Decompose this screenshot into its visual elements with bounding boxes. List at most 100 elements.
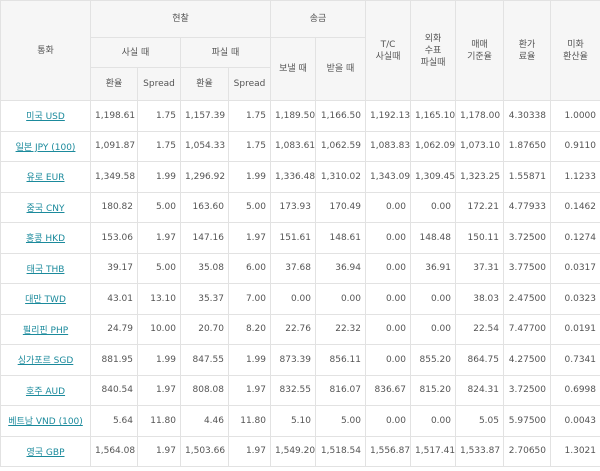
value-cell: 0.00: [365, 222, 411, 254]
value-cell: 0.00: [410, 313, 456, 345]
value-cell: 1,556.87: [365, 435, 411, 467]
currency-link[interactable]: 중국 CNY: [26, 203, 65, 214]
value-cell: 1,083.61: [270, 130, 316, 162]
value-cell: 1,518.54: [315, 435, 366, 467]
value-cell: 0.0043: [550, 405, 600, 437]
value-cell: 0.0323: [550, 283, 600, 315]
value-cell: 39.17: [90, 252, 138, 284]
value-cell: 5.10: [270, 405, 316, 437]
value-cell: 1,062.09: [410, 130, 456, 162]
value-cell: 6.00: [228, 252, 271, 284]
value-cell: 1.97: [137, 374, 181, 406]
value-cell: 163.60: [180, 191, 229, 223]
table-row: 대만 TWD 43.01 13.10 35.37 7.00 0.00 0.00 0.00 0.0…: [0, 283, 600, 315]
currency-link[interactable]: 미국 USD: [26, 112, 65, 123]
currency-link[interactable]: 대만 TWD: [25, 295, 66, 306]
value-cell: 0.00: [365, 283, 411, 315]
value-cell: 0.00: [365, 252, 411, 284]
value-cell: 881.95: [90, 344, 138, 376]
value-cell: 1.0000: [550, 100, 600, 132]
value-cell: 0.00: [410, 405, 456, 437]
currency-cell: 홍콩 HKD: [0, 222, 91, 254]
value-cell: 873.39: [270, 344, 316, 376]
value-cell: 10.00: [137, 313, 181, 345]
value-cell: 864.75: [455, 344, 504, 376]
value-cell: 1,178.00: [455, 100, 504, 132]
currency-link[interactable]: 태국 THB: [26, 264, 65, 275]
table-row: 유로 EUR 1,349.58 1.99 1,296.92 1.99 1,336.48 1,…: [0, 161, 600, 193]
currency-link[interactable]: 홍콩 HKD: [25, 234, 66, 245]
currency-link[interactable]: 호주 AUD: [25, 386, 66, 397]
value-cell: 11.80: [137, 405, 181, 437]
value-cell: 153.06: [90, 222, 138, 254]
value-cell: 815.20: [410, 374, 456, 406]
value-cell: 0.00: [365, 405, 411, 437]
value-cell: 1,349.58: [90, 161, 138, 193]
value-cell: 148.48: [410, 222, 456, 254]
value-cell: 1,083.83: [365, 130, 411, 162]
currency-cell: 영국 GBP: [0, 435, 91, 467]
value-cell: 0.00: [365, 191, 411, 223]
value-cell: 0.1274: [550, 222, 600, 254]
value-cell: 1.99: [137, 161, 181, 193]
value-cell: 5.64: [90, 405, 138, 437]
header-cell: Spread: [228, 67, 271, 101]
currency-link[interactable]: 베트남 VND (100): [8, 417, 83, 428]
value-cell: 22.54: [455, 313, 504, 345]
value-cell: 832.55: [270, 374, 316, 406]
value-cell: 0.1462: [550, 191, 600, 223]
value-cell: 1,091.87: [90, 130, 138, 162]
value-cell: 847.55: [180, 344, 229, 376]
value-cell: 0.00: [315, 283, 366, 315]
value-cell: 3.72500: [503, 222, 551, 254]
value-cell: 5.00: [315, 405, 366, 437]
header-cell: 통화: [0, 0, 91, 101]
value-cell: 1,165.10: [410, 100, 456, 132]
table-body: 미국 USD 1,198.61 1.75 1,157.39 1.75 1,189.50 1,…: [0, 100, 600, 467]
value-cell: 172.21: [455, 191, 504, 223]
value-cell: 808.08: [180, 374, 229, 406]
value-cell: 0.9110: [550, 130, 600, 162]
currency-link[interactable]: 필리핀 PHP: [22, 325, 69, 336]
currency-cell: 미국 USD: [0, 100, 91, 132]
table-row: 중국 CNY 180.82 5.00 163.60 5.00 173.93 170.49 0.…: [0, 191, 600, 223]
value-cell: 1.75: [137, 100, 181, 132]
header-cell: 외화 수표 파실때: [410, 0, 456, 101]
value-cell: 8.20: [228, 313, 271, 345]
table-header: 통화 현찰 송금 T/C 사실때 외화 수표 파실때 매매 기준율 환가 료율 …: [0, 0, 600, 101]
value-cell: 3.72500: [503, 374, 551, 406]
header-cell: 파실 때: [180, 37, 271, 68]
table-row: 호주 AUD 840.54 1.97 808.08 1.97 832.55 816.07 83…: [0, 374, 600, 406]
value-cell: 35.37: [180, 283, 229, 315]
currency-link[interactable]: 영국 GBP: [26, 447, 65, 458]
value-cell: 5.00: [137, 191, 181, 223]
value-cell: 1,517.41: [410, 435, 456, 467]
value-cell: 170.49: [315, 191, 366, 223]
currency-link[interactable]: 싱가포르 SGD: [17, 356, 74, 367]
currency-link[interactable]: 일본 JPY (100): [15, 142, 76, 153]
header-cell: 받을 때: [315, 37, 366, 101]
value-cell: 35.08: [180, 252, 229, 284]
currency-cell: 필리핀 PHP: [0, 313, 91, 345]
value-cell: 1.97: [228, 222, 271, 254]
currency-link[interactable]: 유로 EUR: [26, 173, 65, 184]
value-cell: 1.99: [228, 161, 271, 193]
value-cell: 1,073.10: [455, 130, 504, 162]
header-cell: 현찰: [90, 0, 271, 38]
value-cell: 0.00: [365, 313, 411, 345]
value-cell: 1.75: [228, 130, 271, 162]
header-cell: 매매 기준율: [455, 0, 504, 101]
value-cell: 24.79: [90, 313, 138, 345]
header-cell: 송금: [270, 0, 366, 38]
header-cell: 환율: [90, 67, 138, 101]
value-cell: 1.97: [137, 222, 181, 254]
value-cell: 151.61: [270, 222, 316, 254]
value-cell: 5.97500: [503, 405, 551, 437]
value-cell: 22.32: [315, 313, 366, 345]
value-cell: 1,343.09: [365, 161, 411, 193]
currency-cell: 대만 TWD: [0, 283, 91, 315]
value-cell: 855.20: [410, 344, 456, 376]
table-row: 싱가포르 SGD 881.95 1.99 847.55 1.99 873.39 856.11…: [0, 344, 600, 376]
